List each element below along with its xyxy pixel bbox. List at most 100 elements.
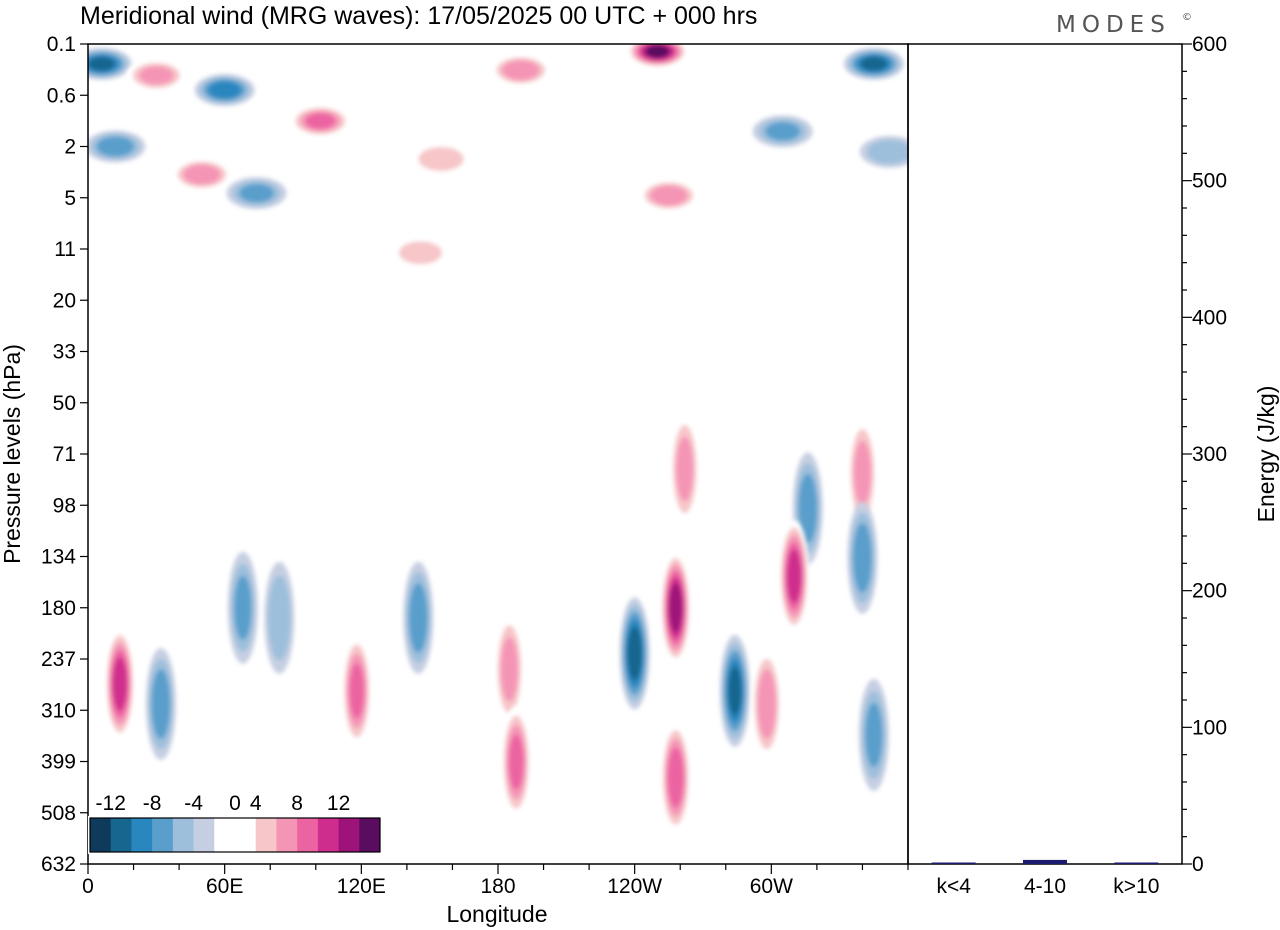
heat-contour: [112, 657, 128, 711]
colorbar-swatch: [172, 818, 195, 852]
y-tick-label: 134: [41, 546, 76, 569]
heat-blob: [227, 551, 258, 664]
heat-contour: [853, 440, 872, 506]
heat-blob: [411, 142, 472, 175]
heat-blob: [751, 647, 782, 760]
heat-contour: [646, 45, 669, 58]
heat-contour: [208, 81, 241, 99]
heat-blob: [88, 130, 146, 163]
energy-tick-label: 600: [1192, 33, 1227, 56]
energy-bar: [1114, 862, 1159, 864]
colorbar-label: 8: [291, 792, 303, 815]
heat-blob: [660, 551, 691, 664]
heat-contour: [139, 66, 174, 85]
heat-contour: [418, 146, 464, 172]
heat-blob: [638, 179, 699, 212]
y-tick-label: 20: [53, 289, 76, 312]
heat-contour: [88, 56, 115, 71]
heat-blob: [627, 44, 688, 68]
colorbar-label: 4: [250, 792, 262, 815]
colorbar: -12 -8 -4 0 4 8 12: [88, 792, 382, 854]
colorbar-swatch: [131, 818, 153, 852]
heat-blob: [490, 54, 551, 87]
y-tick-label: 11: [54, 238, 76, 261]
y-tick-label: 237: [41, 648, 76, 671]
colorbar-swatch: [338, 818, 360, 852]
longitude-axis: 0 60E 120E 180 120W 60W: [82, 864, 909, 898]
heat-contour: [865, 702, 883, 768]
heat-blob: [752, 115, 813, 148]
brand-logo: MODES: [1056, 12, 1171, 38]
heat-contour: [183, 164, 221, 185]
y-tick-label: 0.1: [47, 33, 76, 56]
heat-blob: [858, 678, 889, 791]
heat-blob: [859, 135, 908, 168]
x-tick-label: 60E: [206, 875, 243, 898]
colorbar-swatch: [317, 818, 340, 852]
heat-blob: [390, 236, 451, 269]
colorbar-swatch: [214, 818, 236, 852]
heat-contour: [860, 56, 887, 71]
energy-frame: [907, 43, 1183, 865]
heat-blob: [779, 520, 810, 633]
brand-mark: ©: [1182, 12, 1192, 23]
wind-heatmap: [88, 44, 908, 834]
heat-contour: [305, 113, 336, 129]
colorbar-swatch: [255, 818, 277, 852]
colorbar-label: 12: [327, 792, 350, 815]
energy-category-label: 4-10: [1024, 875, 1066, 898]
y-tick-label: 98: [53, 494, 76, 517]
heat-blob: [264, 561, 295, 674]
y-axis-label: Pressure levels (hPa): [0, 344, 25, 564]
energy-axis: 0 100 200 300 400 500 600: [1182, 33, 1227, 876]
heat-contour: [786, 549, 802, 603]
heat-contour: [627, 626, 642, 681]
y-tick-label: 180: [41, 597, 76, 620]
heat-blob: [619, 597, 650, 710]
y-tick-label: 71: [53, 443, 76, 466]
heat-blob: [494, 613, 525, 726]
chart-title: Meridional wind (MRG waves): 17/05/2025 …: [80, 2, 757, 30]
heat-blob: [847, 501, 878, 614]
colorbar-swatch: [193, 818, 215, 852]
colorbar-label: 0: [229, 792, 241, 815]
y-tick-label: 399: [41, 751, 76, 774]
heat-blob: [669, 412, 700, 525]
heat-contour: [669, 583, 683, 633]
colorbar-label: -4: [184, 792, 203, 815]
energy-category-label: k<4: [936, 875, 971, 898]
y-tick-label: 5: [64, 187, 76, 210]
colorbar-swatch: [152, 818, 174, 852]
heat-contour: [96, 136, 135, 157]
heat-contour: [399, 241, 443, 265]
heat-blob: [290, 105, 351, 138]
heat-contour: [798, 473, 818, 544]
heat-blob: [524, 359, 585, 392]
heat-contour: [524, 359, 585, 392]
heat-blob: [126, 59, 187, 92]
heat-contour: [728, 666, 742, 716]
heat-contour: [867, 139, 908, 164]
energy-tick-label: 500: [1192, 170, 1227, 193]
heat-blob: [88, 47, 132, 80]
heat-contour: [500, 636, 518, 702]
heat-blob: [104, 627, 135, 740]
x-tick-label: 180: [480, 875, 515, 898]
energy-tick-label: 200: [1192, 580, 1227, 603]
heat-blob: [501, 706, 532, 819]
heat-contour: [853, 522, 872, 593]
y-tick-label: 2: [64, 136, 76, 159]
y-tick-label: 0.6: [47, 84, 76, 107]
heat-contour: [234, 575, 252, 640]
heat-blob: [843, 47, 904, 80]
energy-tick-label: 300: [1192, 443, 1227, 466]
heat-blob: [403, 561, 434, 674]
colorbar-label: -8: [143, 792, 162, 815]
heat-blob: [145, 647, 176, 760]
energy-category-label: k>10: [1113, 875, 1159, 898]
x-axis-label: Longitude: [446, 901, 547, 927]
colorbar-swatch: [235, 818, 257, 852]
colorbar-swatch: [110, 818, 132, 852]
heat-blob: [847, 416, 878, 529]
y-tick-label: 310: [41, 699, 76, 722]
